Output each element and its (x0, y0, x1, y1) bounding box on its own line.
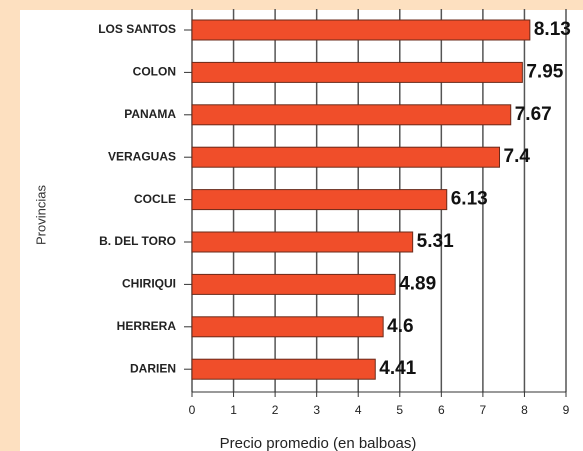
x-tick-label: 7 (480, 403, 487, 417)
y-tick-label: COCLE (134, 192, 176, 206)
bar (191, 231, 414, 253)
bar (191, 316, 384, 338)
bar (191, 273, 396, 295)
value-label: 7.67 (515, 104, 552, 125)
x-tick-label: 1 (230, 403, 237, 417)
bar (191, 19, 531, 41)
x-tick-label: 9 (563, 403, 570, 417)
value-label: 8.13 (534, 19, 571, 40)
y-tick-label: VERAGUAS (108, 149, 176, 163)
value-label: 7.4 (504, 146, 531, 167)
y-axis-label: Provincias (33, 185, 48, 245)
y-tick-label: CHIRIQUI (122, 277, 176, 291)
value-label: 6.13 (451, 189, 488, 210)
bar (191, 189, 448, 211)
bar (191, 104, 512, 126)
y-tick-label: COLON (133, 65, 176, 79)
x-tick-label: 4 (355, 403, 362, 417)
bar (191, 358, 376, 380)
value-label: 4.89 (399, 273, 436, 294)
x-axis-label: Precio promedio (en balboas) (220, 435, 417, 451)
y-tick-label: B. DEL TORO (99, 234, 176, 248)
y-tick-label: HERRERA (117, 319, 177, 333)
x-tick-label: 3 (313, 403, 320, 417)
x-tick-label: 6 (438, 403, 445, 417)
x-tick-label: 8 (521, 403, 528, 417)
value-label: 7.95 (526, 61, 563, 82)
value-label: 4.41 (379, 358, 416, 379)
y-tick-label: LOS SANTOS (98, 22, 176, 36)
bar (191, 61, 523, 83)
value-label: 5.31 (417, 231, 454, 252)
x-tick-label: 2 (272, 403, 279, 417)
x-tick-label: 0 (189, 403, 196, 417)
bar (191, 146, 501, 168)
y-tick-label: DARIEN (130, 361, 176, 375)
x-tick-label: 5 (396, 403, 403, 417)
y-tick-label: PANAMA (124, 107, 176, 121)
value-label: 4.6 (387, 316, 413, 337)
